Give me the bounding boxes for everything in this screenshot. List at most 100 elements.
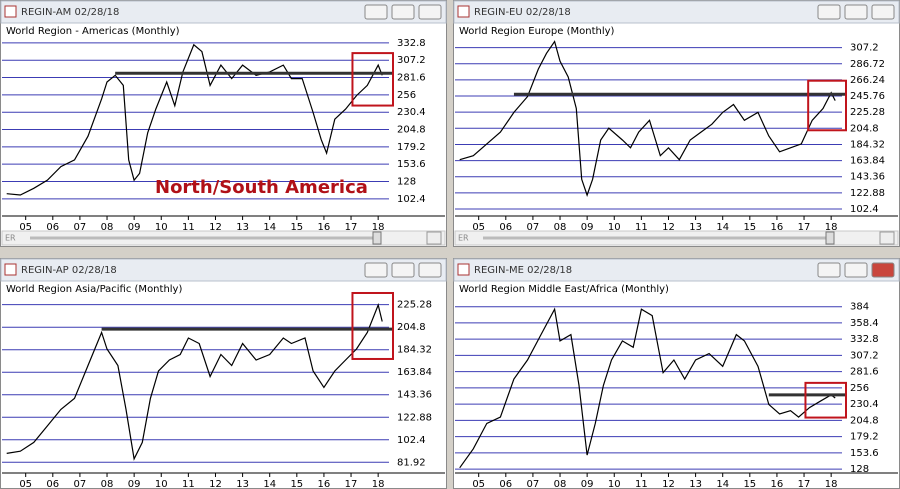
x-tick-label: 06 [499, 479, 512, 489]
maximize-button[interactable] [391, 262, 415, 278]
x-tick-label: 05 [19, 479, 32, 489]
close-button[interactable] [871, 262, 895, 278]
x-tick-label: 06 [499, 222, 512, 233]
window-title: REGIN-AP 02/28/18 [21, 265, 117, 276]
y-tick-label: 266.24 [850, 75, 885, 86]
y-tick-label: 358.4 [850, 318, 879, 329]
x-tick-label: 09 [128, 222, 141, 233]
y-tick-label: 184.32 [850, 139, 885, 150]
x-tick-label: 09 [581, 222, 594, 233]
minimize-button[interactable] [364, 4, 388, 20]
y-tick-label: 230.4 [850, 399, 879, 410]
close-button[interactable] [418, 262, 442, 278]
y-tick-label: 281.6 [397, 73, 426, 84]
y-tick-label: 225.28 [397, 300, 432, 311]
x-tick-label: 13 [236, 222, 249, 233]
price-line [459, 307, 836, 469]
x-tick-label: 09 [128, 479, 141, 489]
y-tick-label: 128 [397, 177, 416, 188]
x-tick-label: 05 [19, 222, 32, 233]
price-line [6, 43, 383, 196]
x-tick-label: 08 [554, 479, 567, 489]
y-tick-label: 179.2 [397, 142, 426, 153]
close-button[interactable] [871, 4, 895, 20]
window-frame [453, 0, 900, 247]
chart-title: World Region Middle East/Africa (Monthly… [459, 284, 669, 295]
x-tick-label: 13 [236, 479, 249, 489]
window-frame [453, 258, 900, 489]
y-tick-label: 230.4 [397, 107, 426, 118]
y-tick-label: 245.76 [850, 91, 885, 102]
x-tick-label: 06 [46, 479, 59, 489]
y-tick-label: 307.2 [850, 43, 879, 54]
menu-button[interactable] [879, 231, 895, 245]
window: REGIN-EU 02/28/18 World Region Europe (Mo… [453, 0, 900, 247]
minimize-button[interactable] [364, 262, 388, 278]
chart-title: World Region Europe (Monthly) [459, 26, 615, 37]
menu-button[interactable] [426, 231, 442, 245]
window: REGIN-AM 02/28/18 World Region - Americas… [0, 0, 447, 247]
y-tick-label: 286.72 [850, 59, 885, 70]
x-tick-label: 18 [825, 222, 838, 233]
x-tick-label: 18 [825, 479, 838, 489]
x-tick-label: 11 [182, 479, 195, 489]
x-tick-label: 16 [771, 479, 784, 489]
x-tick-label: 14 [716, 222, 729, 233]
x-tick-label: 07 [527, 479, 540, 489]
highlight-box [807, 79, 848, 132]
x-tick-label: 17 [345, 222, 358, 233]
highlight-box [804, 381, 847, 419]
x-tick-label: 08 [101, 479, 114, 489]
x-tick-label: 10 [608, 479, 621, 489]
y-tick-label: 256 [850, 383, 869, 394]
x-tick-label: 17 [798, 222, 811, 233]
x-tick-label: 16 [318, 222, 331, 233]
window-icon [4, 263, 17, 276]
window-icon [4, 5, 17, 18]
y-tick-label: 81.92 [397, 457, 426, 468]
title-bar [0, 0, 447, 24]
minimize-button[interactable] [817, 4, 841, 20]
y-tick-label: 179.2 [850, 432, 879, 443]
x-tick-label: 15 [743, 222, 756, 233]
y-tick-label: 307.2 [850, 350, 879, 361]
x-tick-label: 09 [581, 479, 594, 489]
minimize-button[interactable] [817, 262, 841, 278]
y-tick-label: 204.8 [397, 125, 426, 136]
x-tick-label: 15 [290, 222, 303, 233]
price-line [459, 40, 836, 197]
window-frame [0, 258, 447, 489]
chart-title: World Region - Americas (Monthly) [6, 26, 180, 37]
title-bar [453, 0, 900, 24]
window-frame [0, 0, 447, 247]
x-tick-label: 07 [74, 222, 87, 233]
y-tick-label: 332.8 [850, 334, 879, 345]
window-icon [457, 263, 470, 276]
y-tick-label: 281.6 [850, 367, 879, 378]
x-tick-label: 07 [74, 479, 87, 489]
y-tick-label: 163.84 [397, 367, 432, 378]
title-bar [453, 258, 900, 282]
highlight-box [351, 291, 394, 360]
y-tick-label: 153.6 [850, 448, 879, 459]
x-tick-label: 08 [554, 222, 567, 233]
annotation: North/South America [155, 177, 368, 198]
x-tick-label: 18 [372, 222, 385, 233]
maximize-button[interactable] [844, 4, 868, 20]
y-tick-label: 163.84 [850, 156, 885, 167]
x-tick-label: 07 [527, 222, 540, 233]
close-button[interactable] [418, 4, 442, 20]
maximize-button[interactable] [391, 4, 415, 20]
window-title: REGIN-ME 02/28/18 [474, 265, 572, 276]
maximize-button[interactable] [844, 262, 868, 278]
y-tick-label: 153.6 [397, 159, 426, 170]
y-tick-label: 204.8 [397, 322, 426, 333]
scroll-thumb[interactable] [372, 231, 382, 245]
y-tick-label: 102.4 [397, 435, 426, 446]
y-tick-label: 122.88 [397, 412, 432, 423]
y-tick-label: 143.36 [850, 172, 885, 183]
x-tick-label: 17 [798, 479, 811, 489]
x-tick-label: 17 [345, 479, 358, 489]
y-tick-label: 143.36 [397, 390, 432, 401]
scroll-thumb[interactable] [825, 231, 835, 245]
